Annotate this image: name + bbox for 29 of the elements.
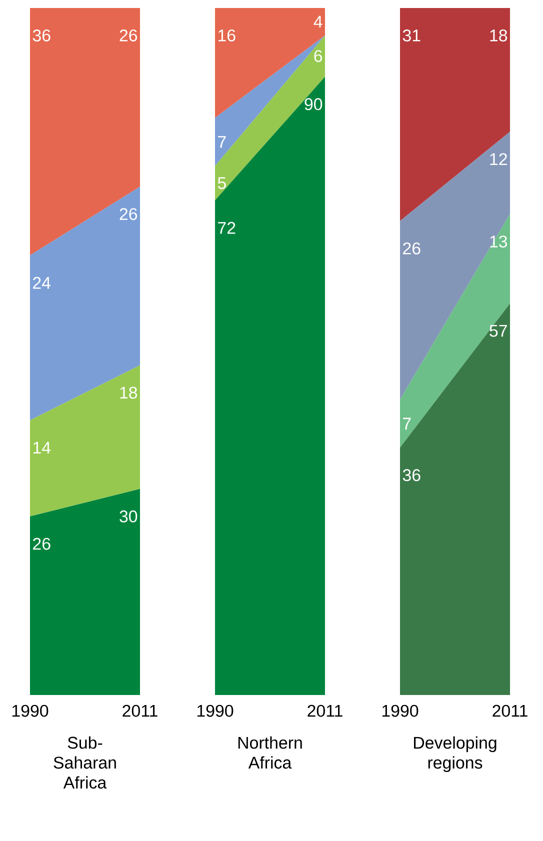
data-label: 30: [120, 510, 138, 522]
data-label: 18: [120, 386, 138, 399]
data-label: 57: [490, 324, 507, 337]
data-label: 36: [402, 469, 420, 482]
data-label: 4: [314, 16, 322, 28]
data-label: 24: [33, 276, 51, 289]
data-label: 72: [218, 222, 236, 234]
x-tick-label: 2011: [122, 704, 158, 717]
x-tick-label: 1990: [197, 704, 234, 717]
data-label: 18: [490, 29, 508, 42]
x-axis-title: Developing regions: [414, 736, 496, 772]
data-label: 90: [304, 98, 322, 110]
x-axis-title: Sub-Saharan Africa: [54, 736, 116, 789]
data-label: 7: [218, 136, 226, 148]
data-label: 26: [403, 242, 420, 254]
data-label: 12: [490, 153, 507, 166]
data-label: 16: [218, 29, 236, 42]
data-label: 26: [33, 538, 50, 550]
data-label: 13: [490, 236, 508, 248]
x-tick-label: 1990: [12, 704, 48, 717]
x-tick-label: 2011: [308, 704, 342, 717]
x-tick-label: 2011: [492, 704, 528, 717]
x-axis-title: Northern Africa: [238, 736, 302, 769]
data-label: 14: [33, 442, 51, 454]
data-label: 6: [314, 50, 322, 62]
data-label: 5: [218, 177, 226, 190]
data-label: 7: [403, 418, 411, 430]
x-tick-label: 1990: [382, 704, 418, 717]
data-label: 31: [402, 29, 420, 42]
